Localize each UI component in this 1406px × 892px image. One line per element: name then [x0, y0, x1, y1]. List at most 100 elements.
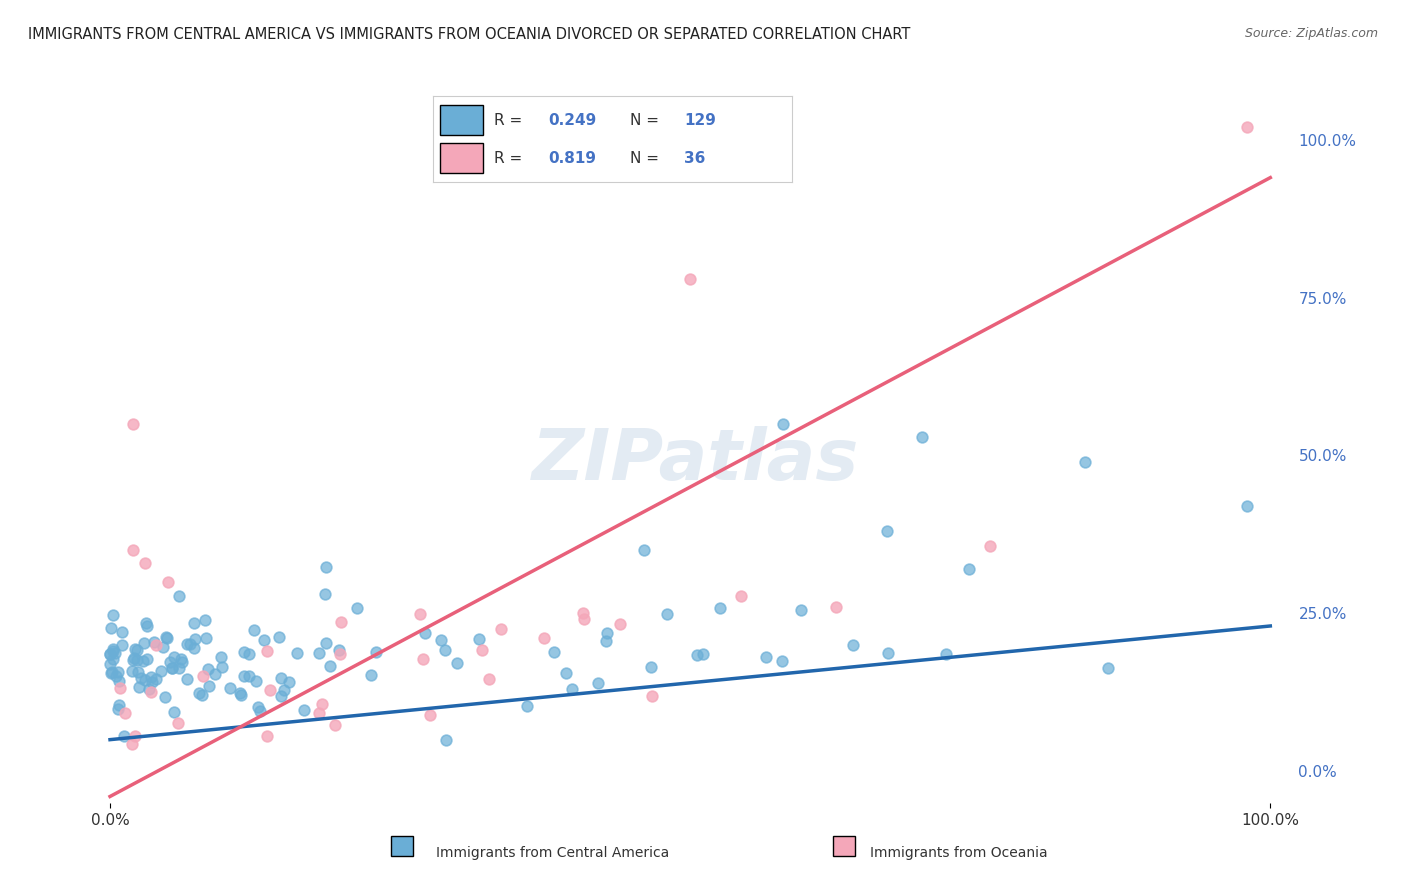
- Point: [233, 645, 256, 659]
- Point: [153, 690, 176, 705]
- Point: [197, 679, 219, 693]
- Point: [277, 675, 299, 690]
- Point: [311, 697, 333, 711]
- Point: [308, 646, 330, 660]
- Point: [139, 685, 162, 699]
- Point: [139, 670, 162, 684]
- Text: Source: ZipAtlas.com: Source: ZipAtlas.com: [1244, 27, 1378, 40]
- Point: [315, 636, 337, 650]
- Point: [107, 702, 129, 716]
- Point: [641, 689, 664, 703]
- Point: [112, 729, 135, 743]
- Point: [256, 729, 278, 743]
- Point: [111, 625, 134, 640]
- Point: [346, 600, 368, 615]
- Point: [179, 637, 201, 651]
- Point: [124, 641, 146, 656]
- Point: [911, 429, 934, 443]
- Point: [160, 660, 183, 674]
- Point: [122, 653, 145, 667]
- Point: [596, 625, 619, 640]
- Point: [155, 630, 177, 644]
- Point: [233, 669, 256, 683]
- Point: [204, 666, 226, 681]
- Point: [979, 540, 1001, 554]
- Point: [218, 681, 240, 696]
- Point: [169, 661, 191, 675]
- Point: [364, 645, 387, 659]
- Point: [108, 698, 131, 712]
- Point: [412, 652, 434, 666]
- Point: [229, 686, 252, 700]
- Point: [122, 543, 145, 558]
- Point: [194, 631, 217, 645]
- Point: [105, 669, 128, 683]
- Point: [238, 669, 260, 683]
- Point: [135, 652, 157, 666]
- Point: [1236, 499, 1258, 513]
- Point: [329, 615, 352, 629]
- Point: [640, 660, 662, 674]
- Point: [270, 671, 292, 685]
- Point: [292, 703, 315, 717]
- Point: [162, 650, 184, 665]
- Point: [170, 652, 193, 666]
- Point: [122, 651, 145, 665]
- Text: Immigrants from Oceania: Immigrants from Oceania: [870, 846, 1047, 860]
- Point: [249, 704, 271, 718]
- Point: [436, 732, 458, 747]
- Point: [246, 699, 269, 714]
- Point: [841, 638, 863, 652]
- Point: [655, 607, 678, 621]
- Point: [127, 643, 149, 657]
- Point: [145, 672, 167, 686]
- Point: [876, 524, 898, 539]
- Point: [121, 664, 143, 678]
- Point: [197, 662, 219, 676]
- Point: [145, 638, 167, 652]
- Point: [183, 616, 205, 631]
- Point: [245, 673, 267, 688]
- Point: [149, 664, 172, 678]
- Point: [98, 657, 121, 672]
- Point: [329, 647, 352, 661]
- Point: [543, 645, 565, 659]
- Text: ZIPatlas: ZIPatlas: [533, 425, 859, 495]
- Point: [127, 665, 149, 679]
- Point: [104, 646, 127, 660]
- Point: [110, 638, 132, 652]
- Point: [561, 682, 583, 697]
- Point: [256, 644, 278, 658]
- Point: [430, 632, 453, 647]
- Point: [825, 599, 848, 614]
- Point: [163, 705, 186, 719]
- Point: [242, 624, 264, 638]
- Point: [156, 632, 179, 646]
- Point: [586, 675, 609, 690]
- Point: [446, 656, 468, 670]
- Point: [877, 646, 900, 660]
- Point: [125, 653, 148, 667]
- Point: [114, 706, 136, 721]
- Point: [709, 601, 731, 615]
- Point: [1073, 455, 1095, 469]
- Point: [101, 641, 124, 656]
- Point: [957, 562, 980, 576]
- Point: [190, 688, 212, 702]
- Point: [319, 659, 342, 673]
- Point: [238, 648, 260, 662]
- Point: [692, 647, 714, 661]
- Point: [134, 556, 156, 570]
- Point: [183, 641, 205, 656]
- Point: [434, 642, 457, 657]
- Point: [136, 619, 159, 633]
- Point: [100, 621, 122, 635]
- Point: [98, 647, 121, 661]
- Point: [191, 669, 214, 683]
- Point: [176, 637, 198, 651]
- Point: [323, 718, 346, 732]
- Point: [772, 417, 794, 431]
- Point: [209, 649, 232, 664]
- Point: [269, 630, 291, 644]
- Point: [167, 589, 190, 603]
